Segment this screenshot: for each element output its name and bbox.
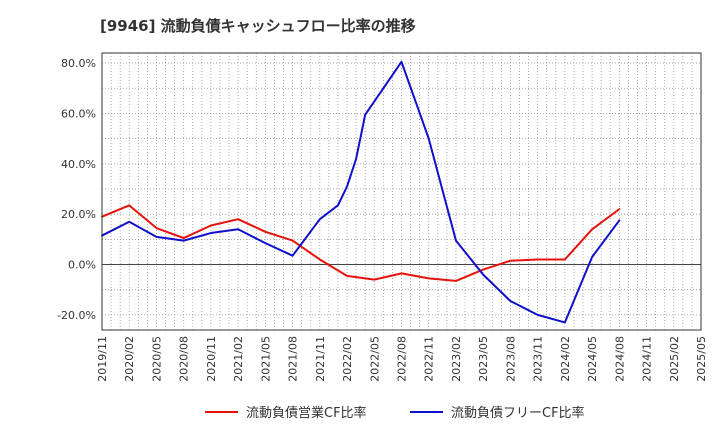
x-tick-label: 2021/08 — [287, 336, 300, 382]
y-axis-ticks: 80.0% 60.0% 40.0% 20.0% 0.0% -20.0% — [57, 57, 96, 322]
x-tick-label: 2022/02 — [341, 336, 354, 382]
x-tick-label: 2023/05 — [477, 336, 490, 382]
x-tick-label: 2023/08 — [504, 336, 517, 382]
y-tick-label: 40.0% — [61, 158, 96, 171]
plot-border — [101, 52, 702, 331]
y-tick-label: 0.0% — [68, 259, 96, 272]
x-tick-label: 2021/02 — [232, 336, 245, 382]
x-tick-label: 2025/05 — [695, 336, 708, 382]
x-tick-label: 2025/02 — [668, 336, 681, 382]
x-axis-ticks: 2019/11 2020/02 2020/05 2020/08 2020/11 2021/… — [96, 336, 708, 382]
series-lines — [101, 60, 621, 324]
x-tick-label: 2021/05 — [259, 336, 272, 382]
x-tick-label: 2020/02 — [123, 336, 136, 382]
chart-title: [9946] 流動負債キャッシュフロー比率の推移 — [100, 17, 416, 35]
x-tick-label: 2024/05 — [586, 336, 599, 382]
x-tick-label: 2020/11 — [205, 336, 218, 382]
x-tick-label: 2022/11 — [423, 336, 436, 382]
x-tick-label: 2020/05 — [150, 336, 163, 382]
x-tick-label: 2024/02 — [559, 336, 572, 382]
grid — [101, 53, 702, 330]
x-tick-label: 2022/08 — [396, 336, 409, 382]
x-tick-label: 2022/05 — [368, 336, 381, 382]
x-tick-label: 2023/11 — [532, 336, 545, 382]
x-tick-label: 2019/11 — [96, 336, 109, 382]
y-tick-label: 60.0% — [61, 107, 96, 120]
series-line-1 — [101, 204, 621, 282]
x-tick-label: 2021/11 — [314, 336, 327, 382]
y-tick-label: -20.0% — [57, 309, 96, 322]
y-tick-label: 80.0% — [61, 57, 96, 70]
x-tick-label: 2024/11 — [641, 336, 654, 382]
legend-label-2: 流動負債フリーCF比率 — [451, 405, 585, 421]
series-line-2 — [101, 60, 621, 324]
x-tick-label: 2020/08 — [178, 336, 191, 382]
legend: 流動負債営業CF比率 流動負債フリーCF比率 — [205, 405, 585, 421]
x-tick-label: 2023/02 — [450, 336, 463, 382]
y-tick-label: 20.0% — [61, 208, 96, 221]
legend-label-1: 流動負債営業CF比率 — [246, 405, 367, 421]
x-tick-label: 2024/08 — [613, 336, 626, 382]
